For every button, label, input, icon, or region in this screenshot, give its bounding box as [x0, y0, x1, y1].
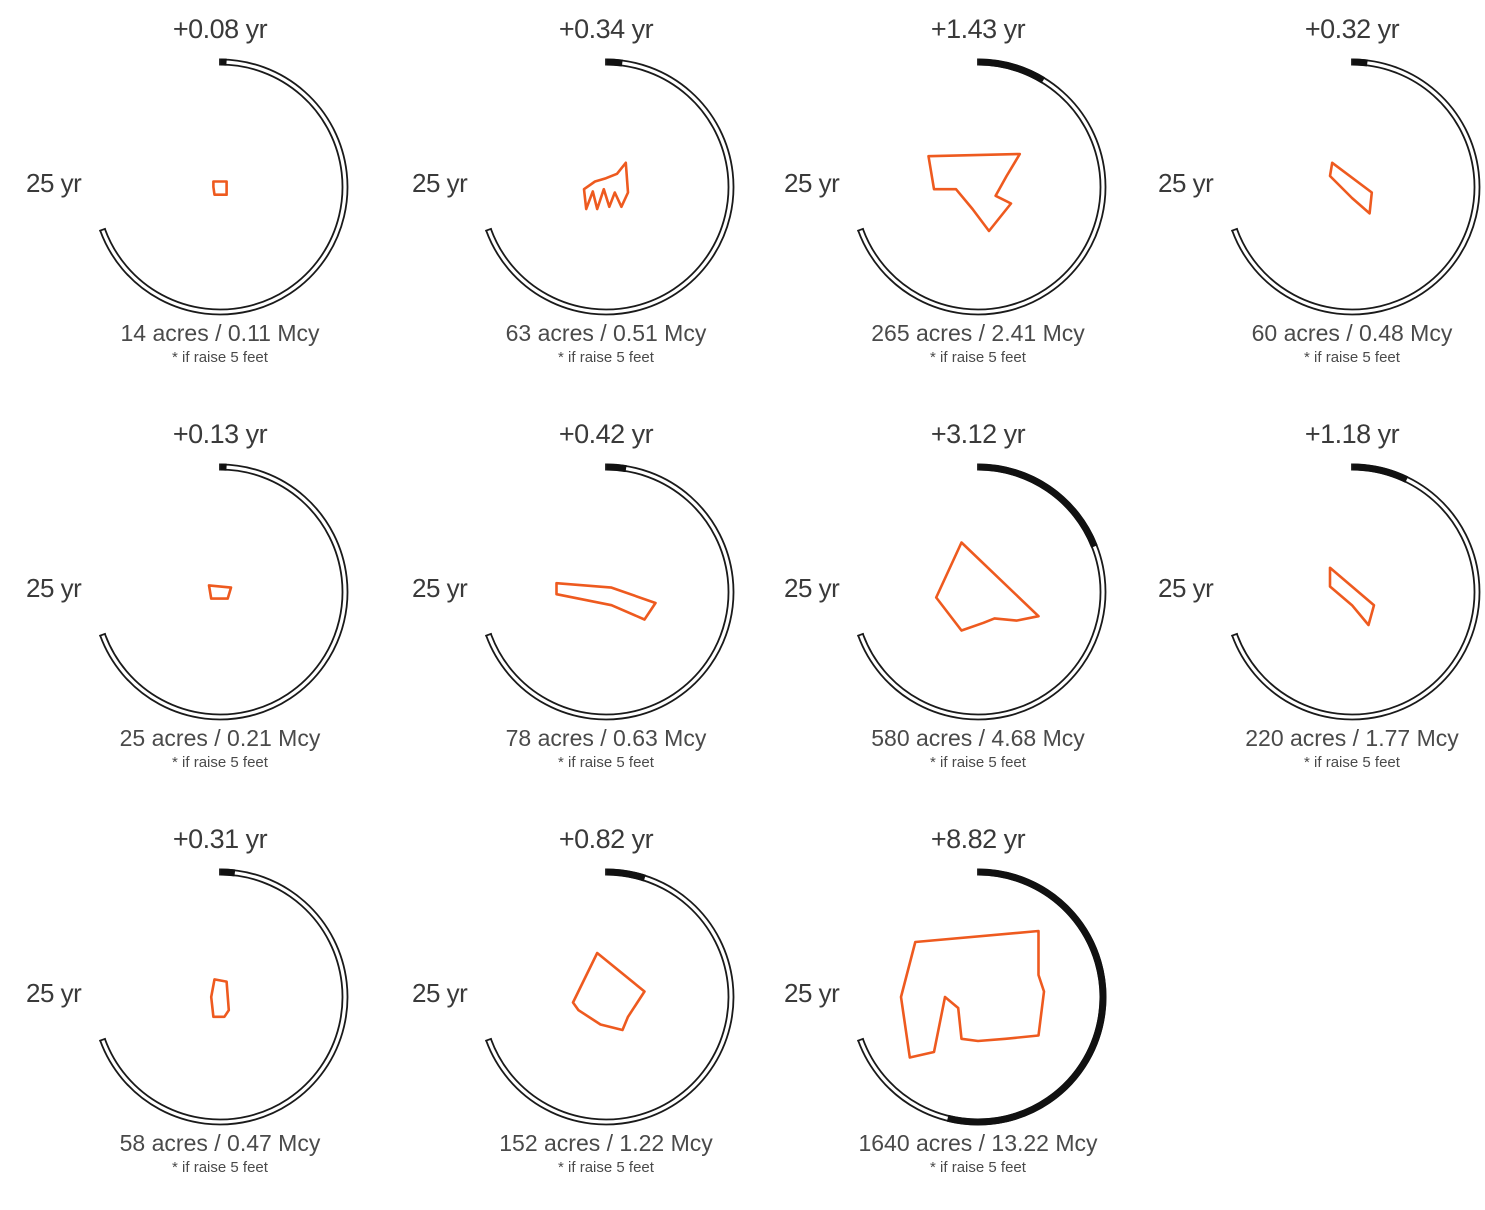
gain-arc: [948, 872, 1103, 1122]
gain-arc: [606, 872, 645, 878]
gain-arc: [978, 62, 1043, 80]
area-volume-label: 63 acres / 0.51 Mcy: [446, 320, 766, 347]
site-outline: [211, 979, 229, 1016]
gain-label: +0.34 yr: [506, 14, 706, 45]
gain-arc: [978, 467, 1094, 546]
ring-inner-arc: [863, 65, 1101, 310]
base-label: 25 yr: [26, 573, 81, 604]
footnote: * if raise 5 feet: [100, 349, 340, 366]
gain-arc: [606, 62, 622, 63]
gain-label: +1.43 yr: [878, 14, 1078, 45]
ring-inner-arc: [491, 65, 729, 310]
ring-inner-arc: [105, 470, 343, 715]
footnote: * if raise 5 feet: [1232, 349, 1472, 366]
base-label: 25 yr: [26, 168, 81, 199]
area-volume-label: 580 acres / 4.68 Mcy: [818, 725, 1138, 752]
gain-label: +3.12 yr: [878, 419, 1078, 450]
area-volume-label: 220 acres / 1.77 Mcy: [1192, 725, 1485, 752]
area-volume-label: 58 acres / 0.47 Mcy: [60, 1130, 380, 1157]
site-outline: [1330, 568, 1374, 625]
ring-inner-arc: [1237, 65, 1475, 310]
footnote: * if raise 5 feet: [1232, 754, 1472, 771]
base-label: 25 yr: [412, 573, 467, 604]
gain-arc: [606, 467, 626, 469]
site-outline: [929, 154, 1020, 231]
gain-arc: [220, 872, 235, 873]
footnote: * if raise 5 feet: [858, 1159, 1098, 1176]
area-volume-label: 152 acres / 1.22 Mcy: [446, 1130, 766, 1157]
area-volume-label: 60 acres / 0.48 Mcy: [1192, 320, 1485, 347]
footnote: * if raise 5 feet: [486, 754, 726, 771]
site-outline: [936, 543, 1038, 631]
site-outline: [584, 163, 628, 209]
gain-arc: [1352, 62, 1367, 63]
ring-inner-arc: [1237, 470, 1475, 715]
base-label: 25 yr: [784, 168, 839, 199]
gain-arc: [1352, 467, 1407, 480]
area-volume-label: 78 acres / 0.63 Mcy: [446, 725, 766, 752]
site-outline: [573, 953, 645, 1030]
gain-label: +0.32 yr: [1252, 14, 1452, 45]
site-outline: [901, 931, 1044, 1058]
ring-inner-arc: [105, 875, 343, 1120]
site-outline: [557, 583, 656, 619]
ring-inner-arc: [491, 875, 729, 1120]
base-label: 25 yr: [1158, 168, 1213, 199]
gain-label: +0.82 yr: [506, 824, 706, 855]
gain-label: +0.31 yr: [120, 824, 320, 855]
gain-label: +0.08 yr: [120, 14, 320, 45]
footnote: * if raise 5 feet: [858, 349, 1098, 366]
gain-label: +1.18 yr: [1252, 419, 1452, 450]
gauge-panel: +0.32 yr 25 yr 60 acres / 0.48 Mcy * if rai…: [1132, 0, 1485, 400]
ring-inner-arc: [491, 470, 729, 715]
gain-label: +0.13 yr: [120, 419, 320, 450]
area-volume-label: 1640 acres / 13.22 Mcy: [818, 1130, 1138, 1157]
site-outline: [209, 585, 231, 598]
ring-inner-arc: [105, 65, 343, 310]
gain-label: +8.82 yr: [878, 824, 1078, 855]
area-volume-label: 25 acres / 0.21 Mcy: [60, 725, 380, 752]
footnote: * if raise 5 feet: [858, 754, 1098, 771]
area-volume-label: 14 acres / 0.11 Mcy: [60, 320, 380, 347]
base-label: 25 yr: [1158, 573, 1213, 604]
gauge-panel: +1.18 yr 25 yr 220 acres / 1.77 Mcy * if ra…: [1132, 405, 1485, 805]
base-label: 25 yr: [412, 978, 467, 1009]
gain-label: +0.42 yr: [506, 419, 706, 450]
footnote: * if raise 5 feet: [486, 1159, 726, 1176]
base-label: 25 yr: [784, 978, 839, 1009]
footnote: * if raise 5 feet: [100, 1159, 340, 1176]
footnote: * if raise 5 feet: [486, 349, 726, 366]
footnote: * if raise 5 feet: [100, 754, 340, 771]
site-outline: [1330, 163, 1372, 214]
site-outline: [213, 182, 226, 195]
area-volume-label: 265 acres / 2.41 Mcy: [818, 320, 1138, 347]
base-label: 25 yr: [26, 978, 81, 1009]
base-label: 25 yr: [784, 573, 839, 604]
base-label: 25 yr: [412, 168, 467, 199]
